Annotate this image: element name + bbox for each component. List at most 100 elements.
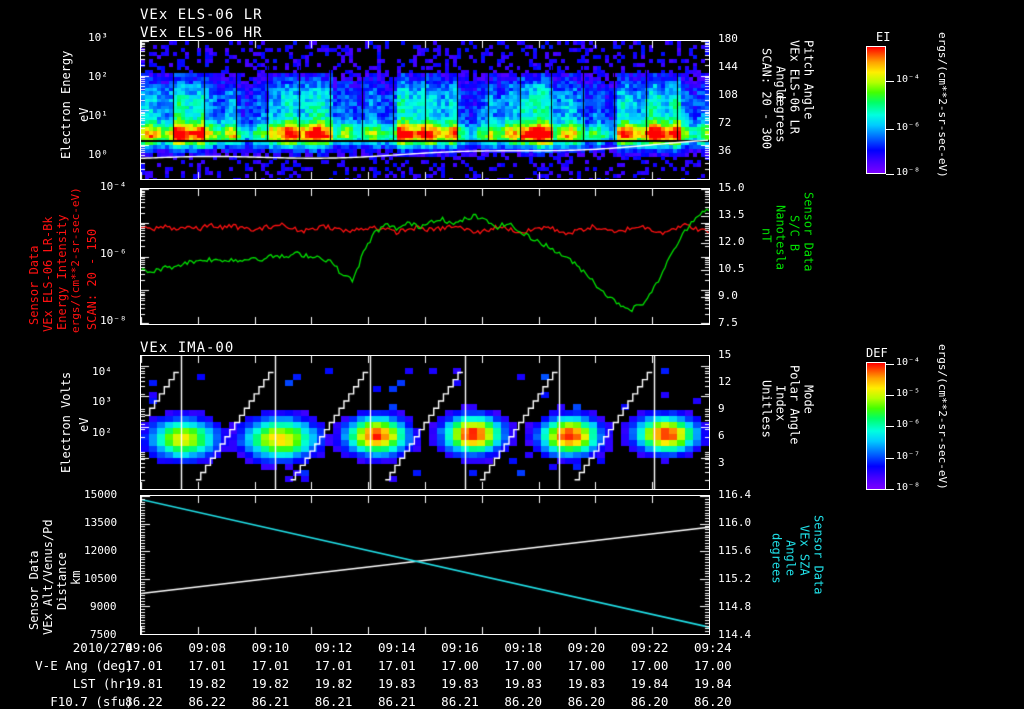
panel1-right-label-pitch-angle: Pitch Angle: [801, 40, 816, 120]
panel2-left-label-unit: ergs/(cm**2-sr-sec-eV): [69, 187, 82, 333]
bottom-cell-lst-2: 19.82: [251, 676, 290, 691]
panel4-right-tick-1: 116.0: [718, 516, 752, 529]
colorbar2-name: DEF: [866, 346, 888, 360]
bottom-cell-lst-1: 19.82: [188, 676, 226, 691]
panel2-left-tick-2: 10⁻⁸: [100, 314, 127, 327]
panel3-title: VEx IMA-00: [140, 340, 235, 356]
panel1-right-tick-3: 72: [718, 116, 732, 129]
bottom-cell-time-2: 09:10: [251, 640, 290, 655]
bottom-cell-f107-7: 86.20: [567, 694, 606, 709]
panel1-left-tick-1: 10²: [88, 70, 108, 83]
panel3-spectrogram: [141, 356, 709, 489]
colorbar1-tick-2: 10⁻⁸: [896, 167, 921, 178]
bottom-cell-ve-ang-5: 17.00: [441, 658, 479, 673]
colorbar1-name: EI: [876, 30, 891, 44]
bottom-row-label-ve-ang: V-E Ang (deg): [35, 658, 133, 673]
bottom-cell-lst-0: 19.81: [125, 676, 163, 691]
panel1-right-tick-0: 180: [718, 32, 738, 45]
panel2-right-label-nt: nT: [759, 228, 774, 243]
panel4-left-label-quantity: VEx Alt/Venus/Pd: [41, 519, 55, 635]
panel4-right-tick-2: 115.6: [718, 544, 752, 557]
bottom-cell-lst-3: 19.82: [314, 676, 353, 691]
panel4-left-tick-0: 15000: [84, 488, 118, 501]
panel4-right-label-sensor-data: Sensor Data: [811, 515, 826, 595]
bottom-cell-f107-8: 86.20: [630, 694, 669, 709]
panel2-left-label-sensor-data: Sensor Data: [27, 245, 41, 325]
bottom-cell-time-0: 09:06: [125, 640, 163, 655]
panel4-right-label-angle: Angle: [783, 540, 798, 577]
panel2-right-tick-0: 15.0: [718, 181, 745, 194]
panel3-left-tick-0: 10⁴: [92, 365, 112, 378]
bottom-cell-f107-3: 86.21: [314, 694, 353, 709]
colorbar2-tick-4: 10⁻⁸: [896, 482, 921, 493]
panel2-right-tick-3: 10.5: [718, 262, 745, 275]
panel2-lines: [141, 189, 709, 324]
colorbar1-gradient: [866, 46, 886, 174]
panel4-right-tick-3: 115.2: [718, 572, 752, 585]
panel1-right-label-angle: Angle: [773, 66, 788, 103]
panel2-right-label-sc-b: S/C B: [787, 215, 802, 252]
panel4-left-tick-4: 9000: [90, 600, 117, 613]
bottom-cell-ve-ang-7: 17.00: [567, 658, 606, 673]
panel4-right-label-degrees: degrees: [769, 533, 784, 584]
panel4-right-tick-4: 114.8: [718, 600, 752, 613]
panel1-spectrogram: [141, 41, 709, 179]
panel1-right-label-degrees: degrees: [773, 92, 788, 143]
panel4-left-label-km: km: [69, 570, 83, 585]
panel4-plot-area[interactable]: [140, 495, 710, 635]
panel4-left-label-distance: Distance: [55, 552, 69, 610]
bottom-cell-f107-0: 86.22: [125, 694, 163, 709]
panel1-right-tick-2: 108: [718, 88, 738, 101]
bottom-cell-f107-1: 86.22: [188, 694, 226, 709]
panel4-lines: [141, 496, 709, 634]
panel3-right-tick-1: 12: [718, 375, 732, 388]
panel4-right-tick-0: 116.4: [718, 488, 752, 501]
bottom-cell-lst-8: 19.84: [630, 676, 669, 691]
bottom-cell-f107-5: 86.21: [441, 694, 479, 709]
bottom-cell-f107-2: 86.21: [251, 694, 290, 709]
panel3-left-tick-2: 10²: [92, 426, 112, 439]
bottom-cell-ve-ang-9: 17.00: [693, 658, 732, 673]
panel2-left-label-quantity: Energy Intensity: [55, 214, 69, 330]
colorbar1-tick-0: 10⁻⁴: [896, 74, 921, 85]
panel1-right-tick-1: 144: [718, 60, 738, 73]
panel1-plot-area[interactable]: [140, 40, 710, 180]
panel1-right-label-instrument: VEx ELS-06 LR: [787, 40, 802, 134]
bottom-cell-f107-6: 86.20: [504, 694, 542, 709]
panel4-left-tick-2: 12000: [84, 544, 118, 557]
panel3-right-label-polar-angle: Polar Angle: [787, 365, 802, 445]
panel3-right-tick-3: 6: [718, 429, 725, 442]
colorbar2-gradient: [866, 362, 886, 490]
panel3-plot-area[interactable]: [140, 355, 710, 490]
bottom-cell-f107-9: 86.20: [693, 694, 732, 709]
bottom-cell-time-8: 09:22: [630, 640, 669, 655]
colorbar2-tick-3: 10⁻⁷: [896, 451, 921, 462]
bottom-cell-ve-ang-1: 17.01: [188, 658, 226, 673]
bottom-cell-f107-4: 86.21: [377, 694, 416, 709]
panel2-right-label-sensor-data: Sensor Data: [801, 192, 816, 272]
bottom-cell-ve-ang-2: 17.01: [251, 658, 290, 673]
panel4-left-tick-5: 7500: [90, 628, 117, 641]
bottom-cell-time-7: 09:20: [567, 640, 606, 655]
panel1-title-line2: VEx ELS-06 HR: [140, 25, 263, 41]
colorbar2-unit: ergs/(cm**2-sr-sec-eV): [936, 344, 949, 490]
bottom-cell-time-4: 09:14: [377, 640, 416, 655]
bottom-cell-lst-9: 19.84: [693, 676, 732, 691]
panel1-left-tick-2: 10¹: [88, 109, 108, 122]
panel1-right-label-scan: SCAN: 20 - 300: [759, 48, 774, 150]
bottom-cell-lst-5: 19.83: [441, 676, 479, 691]
panel3-left-axis-units: eV: [77, 417, 91, 433]
bottom-cell-lst-6: 19.83: [504, 676, 542, 691]
bottom-cell-ve-ang-4: 17.01: [377, 658, 416, 673]
panel3-left-tick-1: 10³: [92, 395, 112, 408]
bottom-cell-time-1: 09:08: [188, 640, 226, 655]
panel2-right-tick-4: 9.0: [718, 289, 738, 302]
panel2-left-tick-0: 10⁻⁴: [100, 180, 127, 193]
bottom-cell-ve-ang-8: 17.00: [630, 658, 669, 673]
colorbar1-tick-1: 10⁻⁶: [896, 122, 921, 133]
panel2-plot-area[interactable]: [140, 188, 710, 325]
panel3-right-label-unitless: Unitless: [759, 380, 774, 438]
panel4-left-label-sensor-data: Sensor Data: [27, 550, 41, 630]
panel4-left-tick-1: 13500: [84, 516, 118, 529]
panel3-right-tick-4: 3: [718, 456, 725, 469]
